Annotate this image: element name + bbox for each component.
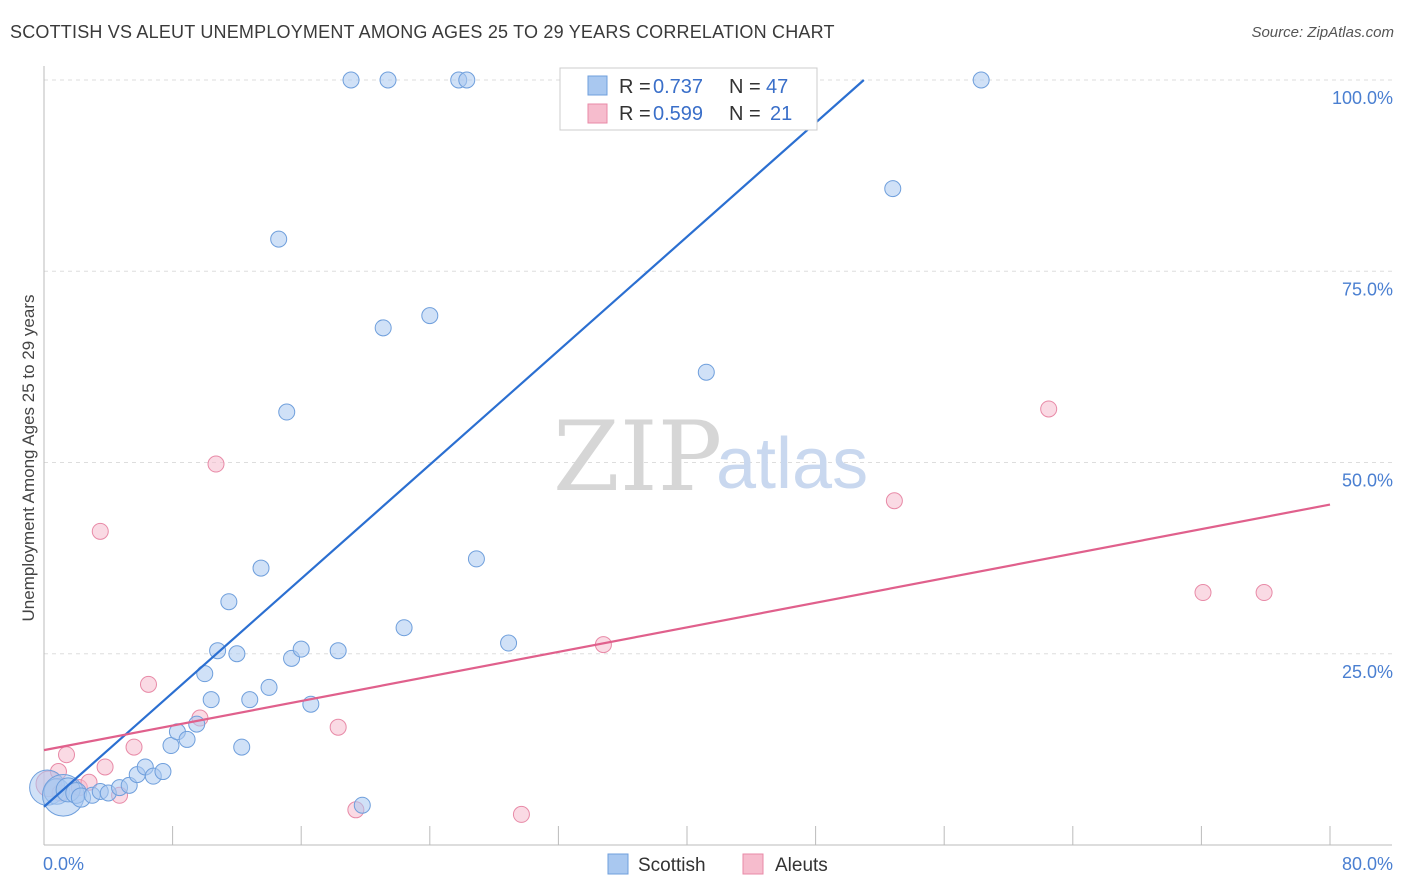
- scottish-point: [353, 796, 371, 814]
- scottish-trend-line: [43, 79, 865, 808]
- scottish-point: [395, 619, 413, 637]
- aleut-point: [125, 738, 143, 756]
- x-tick-label: 0.0%: [43, 854, 84, 874]
- legend-r-label-aleut: R =: [619, 103, 651, 125]
- scottish-point: [458, 71, 476, 89]
- scottish-point: [270, 230, 288, 248]
- trend-lines: [43, 79, 1331, 808]
- scottish-point: [188, 715, 206, 733]
- aleut-point: [329, 718, 347, 736]
- y-tick-label: 25.0%: [1342, 662, 1393, 682]
- aleut-point: [885, 492, 903, 510]
- scottish-point: [209, 642, 227, 660]
- y-tick-labels: 25.0% 50.0% 75.0% 100.0%: [1332, 88, 1393, 682]
- series-label-aleut: Aleuts: [775, 855, 828, 876]
- watermark: ZIP atlas: [553, 401, 868, 513]
- legend-swatch-scottish: [587, 75, 608, 96]
- axes: [43, 66, 1392, 846]
- series-swatch-aleut: [742, 853, 764, 875]
- series-swatch-scottish: [607, 853, 629, 875]
- aleut-point: [512, 805, 530, 823]
- legend-r-label-scottish: R =: [619, 76, 651, 98]
- y-tick-label: 100.0%: [1332, 88, 1393, 108]
- scottish-point: [972, 71, 990, 89]
- aleut-point: [1194, 584, 1212, 602]
- aleut-trend-line: [43, 503, 1331, 752]
- aleut-point: [91, 522, 109, 540]
- scottish-point: [252, 559, 270, 577]
- scottish-point: [500, 634, 518, 652]
- scottish-point: [233, 738, 251, 756]
- scottish-point: [241, 691, 259, 709]
- legend-r-value-scottish: 0.737: [653, 76, 703, 98]
- source-credit: Source: ZipAtlas.com: [1251, 24, 1394, 41]
- x-tick-label: 80.0%: [1342, 854, 1393, 874]
- scottish-points: [29, 71, 990, 817]
- aleut-point: [207, 455, 225, 473]
- scottish-point: [278, 403, 296, 421]
- chart-title: SCOTTISH VS ALEUT UNEMPLOYMENT AMONG AGE…: [10, 22, 835, 42]
- aleut-point: [1040, 400, 1058, 418]
- series-legend: Scottish Aleuts: [607, 853, 828, 876]
- scottish-point: [260, 678, 278, 696]
- scottish-point: [154, 763, 172, 781]
- legend-n-value-aleut: 21: [770, 103, 792, 125]
- scottish-point: [884, 180, 902, 198]
- watermark-zip: ZIP: [553, 401, 722, 513]
- x-tick-labels: 0.0% 80.0%: [43, 854, 1393, 874]
- legend-n-label-scottish: N =: [729, 76, 761, 98]
- scottish-point: [329, 642, 347, 660]
- aleut-point: [96, 758, 114, 776]
- scottish-point: [202, 691, 220, 709]
- scottish-point: [220, 593, 238, 611]
- scottish-point: [467, 550, 485, 568]
- aleut-point: [1255, 584, 1273, 602]
- grid-lines: [44, 79, 1392, 655]
- y-tick-label: 75.0%: [1342, 279, 1393, 299]
- scottish-point: [374, 319, 392, 337]
- aleut-point: [58, 746, 76, 764]
- y-axis-label: Unemployment Among Ages 25 to 29 years: [19, 295, 38, 622]
- legend-n-value-scottish: 47: [766, 76, 788, 98]
- legend-n-label-aleut: N =: [729, 103, 761, 125]
- aleut-point: [139, 675, 157, 693]
- series-label-scottish: Scottish: [638, 855, 706, 876]
- legend-r-value-aleut: 0.599: [653, 103, 703, 125]
- scottish-point: [178, 730, 196, 748]
- scottish-point: [292, 640, 310, 658]
- y-tick-label: 50.0%: [1342, 471, 1393, 491]
- legend-swatch-aleut: [587, 103, 608, 124]
- scottish-point: [342, 71, 360, 89]
- scottish-point: [421, 307, 439, 325]
- stats-legend: R = 0.737 N = 47 R = 0.599 N = 21: [559, 67, 818, 131]
- watermark-atlas: atlas: [716, 424, 868, 504]
- scottish-point: [162, 737, 180, 755]
- scottish-point: [697, 363, 715, 381]
- scottish-point: [379, 71, 397, 89]
- scottish-point: [228, 645, 246, 663]
